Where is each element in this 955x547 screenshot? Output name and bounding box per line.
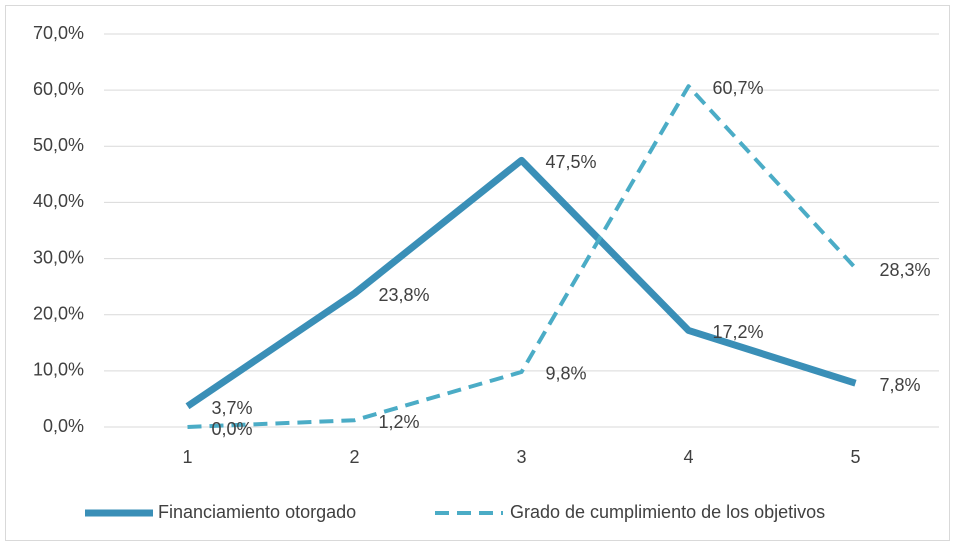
data-label: 3,7% <box>212 398 253 418</box>
y-tick-label: 30,0% <box>33 247 84 267</box>
y-tick-label: 70,0% <box>33 23 84 43</box>
y-tick-label: 10,0% <box>33 360 84 380</box>
y-tick-label: 20,0% <box>33 303 84 323</box>
y-tick-label: 50,0% <box>33 135 84 155</box>
data-label: 17,2% <box>713 322 764 342</box>
data-label: 23,8% <box>379 285 430 305</box>
legend-label: Financiamiento otorgado <box>158 502 356 522</box>
x-tick-label: 4 <box>683 447 693 467</box>
x-tick-label: 1 <box>182 447 192 467</box>
y-tick-label: 0,0% <box>43 416 84 436</box>
x-tick-label: 3 <box>516 447 526 467</box>
data-label: 47,5% <box>546 152 597 172</box>
x-tick-label: 5 <box>850 447 860 467</box>
series-line <box>187 84 857 429</box>
data-label: 1,2% <box>379 412 420 432</box>
legend-label: Grado de cumplimiento de los objetivos <box>510 502 825 522</box>
y-tick-label: 40,0% <box>33 191 84 211</box>
x-tick-label: 2 <box>349 447 359 467</box>
series-line <box>185 156 857 410</box>
y-tick-label: 60,0% <box>33 79 84 99</box>
data-label: 7,8% <box>880 375 921 395</box>
data-label: 60,7% <box>713 78 764 98</box>
chart-frame <box>5 5 950 541</box>
data-label: 9,8% <box>546 364 587 384</box>
data-label: 0,0% <box>212 419 253 439</box>
data-label: 28,3% <box>880 260 931 280</box>
